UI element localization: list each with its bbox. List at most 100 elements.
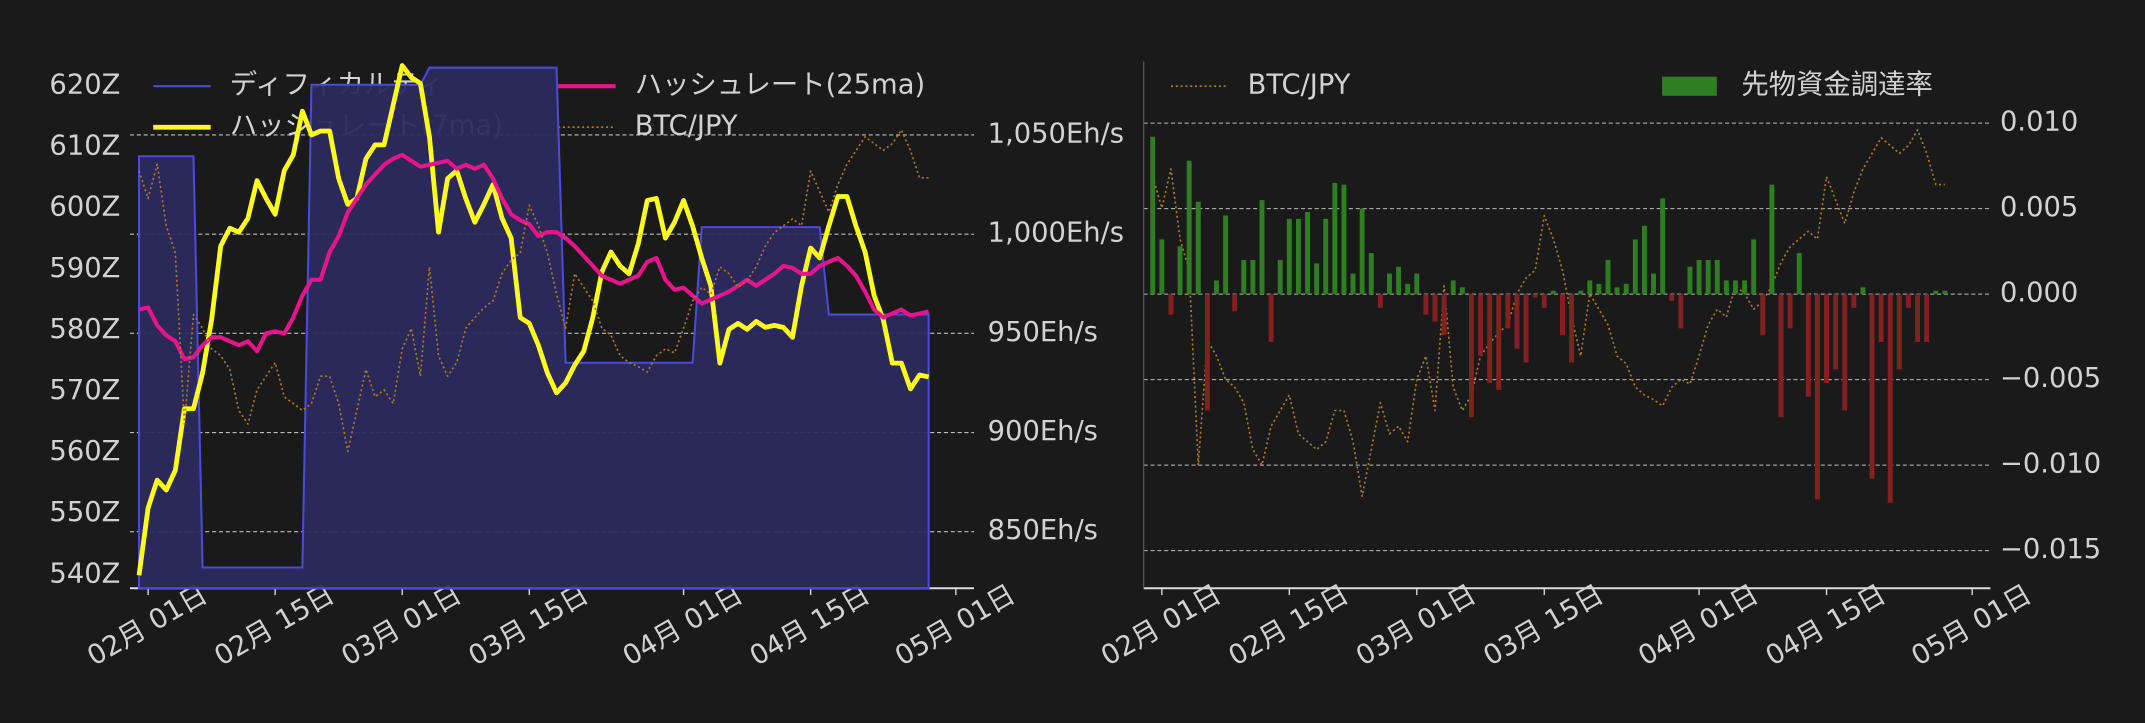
bar — [1277, 259, 1283, 295]
bar — [1177, 246, 1183, 295]
bar — [1869, 294, 1875, 479]
bar — [1805, 294, 1811, 397]
bar — [1723, 280, 1729, 295]
bar — [1150, 136, 1156, 295]
bar — [1241, 259, 1247, 295]
bar — [1423, 294, 1429, 315]
bar — [1933, 290, 1939, 295]
bar — [1259, 200, 1265, 295]
bar — [1887, 294, 1893, 503]
series-line — [138, 152, 930, 362]
y-tick-label: −0.015 — [2000, 534, 2101, 565]
bar — [1387, 273, 1392, 295]
bar — [1441, 294, 1447, 336]
bar — [1787, 294, 1793, 329]
bar — [1651, 273, 1656, 295]
y-tick-label: 0.000 — [2000, 278, 2078, 309]
bar — [1268, 294, 1274, 343]
bar — [1523, 294, 1529, 363]
y2-tick-label: 900Eh/s — [988, 416, 1098, 447]
y-tick-label: 0.010 — [2000, 107, 2078, 138]
bar — [1541, 294, 1547, 308]
bar — [1377, 294, 1383, 308]
bar — [1733, 280, 1738, 295]
difficulty-area — [138, 66, 930, 590]
y-tick-label: 620Z — [49, 70, 120, 101]
y-tick-label: 610Z — [49, 131, 120, 162]
bar — [1505, 294, 1511, 329]
bar — [1796, 253, 1802, 295]
bar — [1942, 290, 1948, 295]
bar — [1332, 182, 1338, 295]
bar — [1432, 294, 1438, 322]
bar — [1587, 280, 1593, 295]
bar — [1305, 212, 1310, 295]
bar — [1560, 294, 1565, 336]
bar — [1687, 266, 1693, 295]
bar — [1878, 294, 1884, 343]
bar — [1824, 294, 1829, 384]
y-tick-label: 590Z — [49, 253, 120, 284]
bar — [1778, 294, 1784, 418]
y-tick-label: 600Z — [49, 192, 120, 223]
bar — [1159, 239, 1165, 295]
y2-tick-label: 850Eh/s — [988, 515, 1098, 546]
bar — [1669, 294, 1675, 301]
bar — [1186, 160, 1192, 295]
legend-label: BTC/JPY — [1248, 70, 1351, 101]
bar — [1569, 294, 1575, 363]
bar — [1414, 273, 1420, 295]
bar — [1214, 280, 1219, 295]
bar — [1468, 294, 1474, 418]
bar — [1660, 198, 1666, 295]
legend-label: 先物資金調達率 — [1741, 70, 1932, 101]
y2-tick-label: 950Eh/s — [988, 317, 1098, 348]
bar — [1314, 263, 1320, 295]
bar — [1250, 259, 1256, 295]
bar — [1851, 294, 1857, 308]
bar — [1751, 239, 1757, 295]
y-tick-label: −0.010 — [2000, 449, 2101, 480]
bar — [1705, 259, 1711, 295]
legend-swatch — [1662, 76, 1717, 96]
bar — [1286, 218, 1292, 295]
bar — [1769, 184, 1775, 295]
bar — [1532, 294, 1538, 298]
bar — [1814, 294, 1820, 500]
bar — [1514, 294, 1520, 349]
bar — [1204, 294, 1210, 411]
y-tick-label: 560Z — [49, 436, 120, 467]
legend-label: ハッシュレート(25ma) — [635, 70, 925, 101]
bar — [1459, 287, 1465, 295]
bar — [1450, 280, 1456, 295]
bar — [1341, 184, 1347, 295]
bar — [1487, 294, 1493, 384]
bar — [1168, 294, 1174, 315]
bar — [1295, 218, 1301, 295]
y-tick-label: 0.005 — [2000, 192, 2078, 223]
bar — [1323, 218, 1329, 295]
bar — [1350, 273, 1356, 295]
bar — [1614, 287, 1620, 295]
bar — [1842, 294, 1848, 411]
bar — [1714, 259, 1720, 295]
bar — [1915, 294, 1921, 343]
y-tick-label: 580Z — [49, 314, 120, 345]
y2-tick-label: 1,050Eh/s — [988, 118, 1124, 149]
bar — [1578, 290, 1584, 295]
bar — [1232, 294, 1238, 312]
bar — [1696, 259, 1702, 295]
bar — [1860, 287, 1866, 295]
y-tick-label: 550Z — [49, 497, 120, 528]
bar — [1742, 280, 1748, 295]
bar — [1678, 294, 1684, 329]
bar — [1496, 294, 1502, 390]
y2-tick-label: 1,000Eh/s — [988, 218, 1124, 249]
bar — [1396, 266, 1402, 295]
bar — [1833, 294, 1839, 370]
bar — [1906, 294, 1911, 308]
legend-label: BTC/JPY — [635, 111, 738, 142]
y-tick-label: 570Z — [49, 375, 120, 406]
